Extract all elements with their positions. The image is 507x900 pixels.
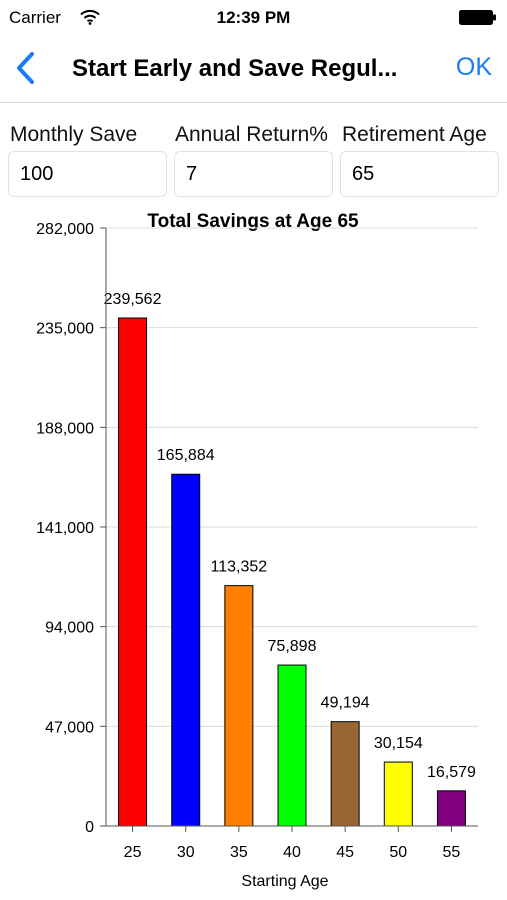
carrier-label: Carrier bbox=[9, 8, 61, 27]
bar-40 bbox=[277, 664, 307, 827]
bar-value-label: 49,194 bbox=[321, 695, 370, 712]
battery-icon bbox=[459, 10, 496, 25]
chart-canvas: Total Savings at Age 65 239,562 165,884 11… bbox=[36, 211, 478, 890]
back-chevron-icon[interactable] bbox=[8, 50, 44, 86]
monthly-save-input[interactable] bbox=[8, 151, 167, 197]
y-tick-label: 141,000 bbox=[36, 520, 94, 537]
retirement-age-input[interactable] bbox=[340, 151, 499, 197]
x-tick-label: 25 bbox=[124, 844, 142, 861]
x-axis-label: Starting Age bbox=[241, 873, 328, 890]
annual-return-label: Annual Return% bbox=[175, 123, 328, 146]
bar-value-label: 30,154 bbox=[374, 735, 423, 752]
wifi-icon bbox=[80, 9, 100, 25]
bar-35 bbox=[224, 585, 254, 827]
y-tick-label: 0 bbox=[85, 819, 94, 836]
x-tick-label: 40 bbox=[283, 844, 301, 861]
x-tick-label: 55 bbox=[443, 844, 461, 861]
bar-value-label: 113,352 bbox=[211, 559, 268, 576]
bar-30 bbox=[171, 473, 201, 827]
status-bar: Carrier 12:39 PM bbox=[0, 0, 507, 36]
savings-bar-chart: Total Savings at Age 65 239,562 165,884 11… bbox=[0, 200, 507, 900]
bar-25 bbox=[118, 317, 148, 827]
navigation-bar: Start Early and Save Regul... OK bbox=[0, 36, 507, 103]
bar-value-label: 75,898 bbox=[268, 638, 317, 655]
y-tick-label: 94,000 bbox=[45, 620, 94, 637]
x-tick-label: 50 bbox=[389, 844, 407, 861]
bar-value-label: 165,884 bbox=[157, 447, 215, 464]
y-tick-label: 235,000 bbox=[36, 321, 94, 338]
chart-title: Total Savings at Age 65 bbox=[147, 211, 359, 232]
x-tick-label: 45 bbox=[336, 844, 354, 861]
annual-return-input[interactable] bbox=[174, 151, 333, 197]
ok-button[interactable]: OK bbox=[455, 53, 492, 81]
y-tick-label: 282,000 bbox=[36, 221, 94, 238]
x-tick-label: 35 bbox=[230, 844, 248, 861]
monthly-save-label: Monthly Save bbox=[10, 123, 138, 146]
bar-value-label: 16,579 bbox=[427, 764, 476, 781]
y-tick-label: 47,000 bbox=[45, 719, 94, 736]
bar-45 bbox=[330, 721, 360, 827]
y-tick-label: 188,000 bbox=[36, 420, 94, 437]
bar-55 bbox=[436, 790, 466, 827]
page-title: Start Early and Save Regul... bbox=[72, 55, 398, 82]
bar-value-label: 239,562 bbox=[104, 291, 162, 308]
retirement-age-label: Retirement Age bbox=[342, 123, 487, 146]
bar-50 bbox=[383, 761, 413, 827]
x-tick-label: 30 bbox=[177, 844, 195, 861]
status-time: 12:39 PM bbox=[216, 8, 291, 27]
